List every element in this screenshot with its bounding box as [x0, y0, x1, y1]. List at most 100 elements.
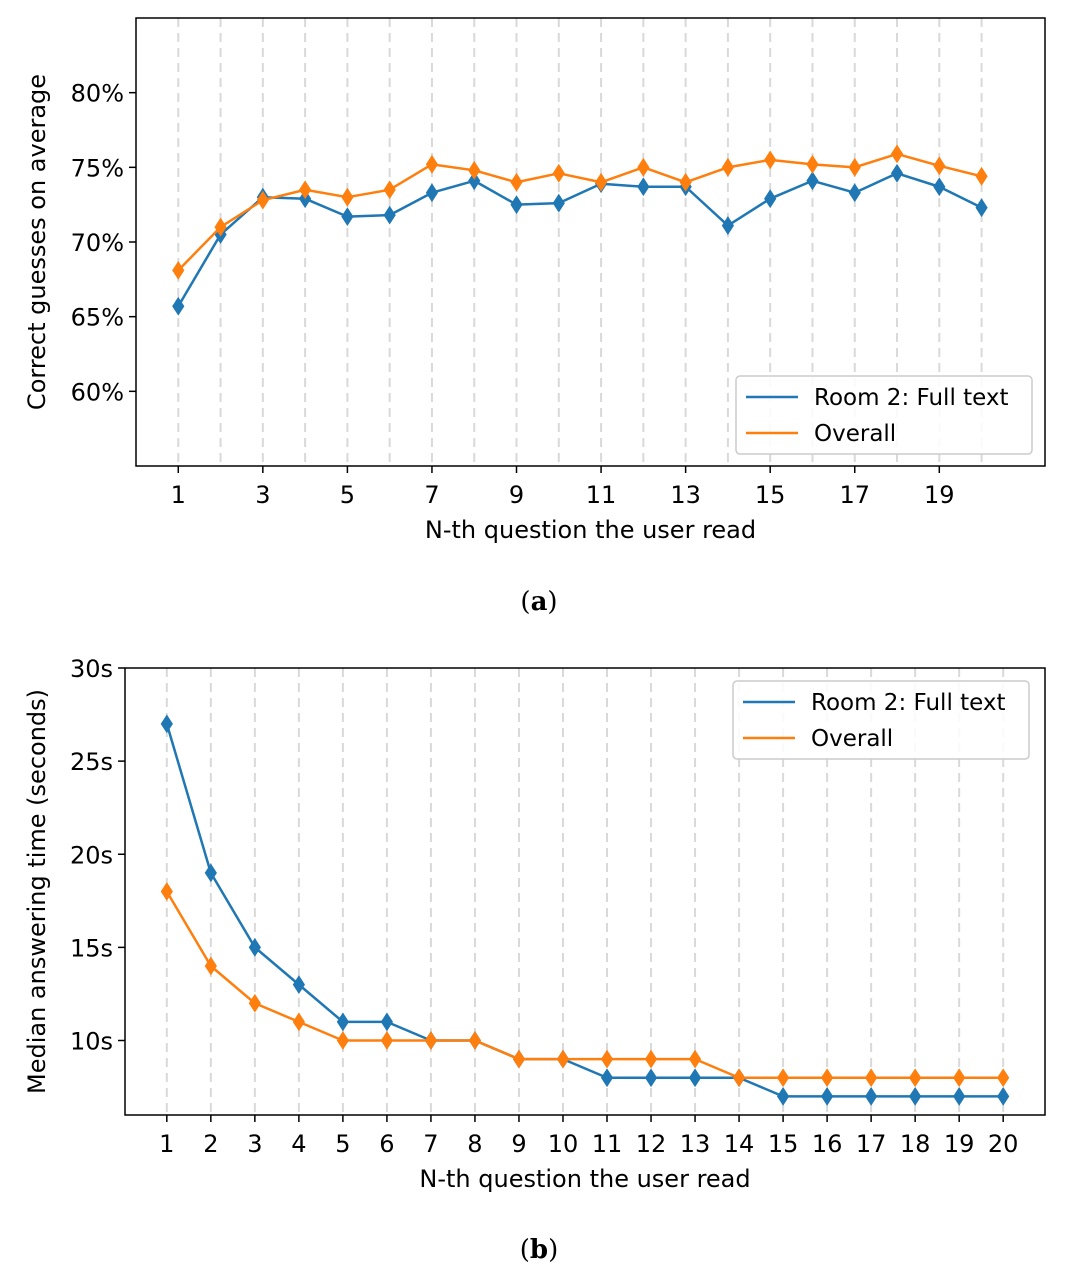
- data-point: [172, 296, 185, 316]
- data-point: [380, 1031, 394, 1050]
- data-point: [688, 1068, 702, 1088]
- legend: Room 2: Full text Overall: [732, 680, 1030, 760]
- data-point: [424, 1031, 438, 1050]
- data-point: [256, 190, 269, 210]
- data-point: [721, 157, 735, 177]
- data-point: [204, 863, 217, 883]
- x-tick-label: 12: [636, 1130, 667, 1158]
- data-point: [933, 156, 946, 176]
- x-tick-label: 18: [900, 1130, 931, 1158]
- data-point: [510, 172, 523, 192]
- x-tick-label: 7: [424, 481, 439, 509]
- data-point: [600, 1068, 614, 1088]
- x-tick-label: 1: [171, 481, 186, 509]
- data-point: [552, 163, 565, 183]
- x-tick-label: 13: [680, 1130, 711, 1158]
- data-point: [214, 217, 227, 237]
- data-point: [821, 1086, 834, 1106]
- x-tick-label: 16: [812, 1130, 843, 1158]
- data-point: [556, 1049, 570, 1069]
- data-point: [468, 171, 481, 191]
- x-axis-ticks: 1 2 3 4 5 6 7 8 9 10 11 12 13 14 15 16 17 18 19 20: [159, 1115, 1018, 1158]
- data-point: [637, 157, 650, 177]
- data-point: [806, 171, 819, 191]
- y-tick-label: 30s: [70, 655, 113, 683]
- y-tick-label: 25s: [70, 748, 113, 776]
- y-axis-label: Correct guesses on average: [23, 74, 51, 410]
- x-tick-label: 5: [335, 1130, 350, 1158]
- series-overall: [160, 882, 1010, 1088]
- data-point: [865, 1068, 878, 1088]
- data-point: [336, 1012, 349, 1032]
- data-point: [679, 172, 692, 192]
- legend-label: Room 2: Full text: [811, 690, 1006, 716]
- caption-a: (a): [520, 587, 557, 617]
- data-point: [341, 187, 354, 207]
- series-line: [165, 723, 1004, 1098]
- x-tick-label: 3: [247, 1130, 262, 1158]
- caption-b-letter: b: [530, 1235, 548, 1265]
- y-tick-label: 10s: [70, 1028, 113, 1056]
- y-axis-label: Median answering time (seconds): [23, 689, 51, 1094]
- data-point: [975, 166, 988, 186]
- data-point: [865, 1086, 878, 1106]
- data-point: [380, 1012, 394, 1032]
- series-line: [177, 172, 983, 307]
- legend-label: Overall: [814, 421, 896, 447]
- series-overall: [172, 144, 988, 280]
- data-point: [160, 882, 173, 901]
- x-tick-label: 5: [340, 481, 355, 509]
- x-tick-label: 3: [255, 481, 270, 509]
- series-room-2-full-text: [172, 163, 988, 316]
- data-point: [512, 1049, 526, 1069]
- x-tick-label: 13: [670, 481, 701, 509]
- data-point: [997, 1068, 1010, 1088]
- x-tick-label: 17: [839, 481, 870, 509]
- data-point: [764, 150, 777, 170]
- data-point: [552, 193, 565, 213]
- data-point: [383, 205, 396, 225]
- data-point: [425, 154, 439, 174]
- x-tick-label: 19: [924, 481, 955, 509]
- data-point: [953, 1086, 966, 1106]
- data-point: [909, 1086, 922, 1106]
- y-tick-label: 20s: [70, 841, 113, 869]
- data-point: [890, 144, 904, 164]
- y-axis-ticks: 60% 65% 70% 75% 80%: [71, 80, 136, 406]
- data-point: [764, 189, 777, 209]
- legend-label: Room 2: Full text: [814, 385, 1009, 411]
- data-point: [383, 180, 396, 200]
- x-tick-label: 8: [467, 1130, 482, 1158]
- x-tick-label: 4: [291, 1130, 306, 1158]
- y-tick-label: 75%: [71, 154, 124, 182]
- caption-a-letter: a: [531, 587, 548, 617]
- data-point: [468, 160, 481, 180]
- y-tick-label: 15s: [70, 934, 113, 962]
- plot-frame: [124, 667, 1046, 1116]
- legend-box: [735, 375, 1033, 455]
- y-axis-ticks: 10s 15s 20s 25s 30s: [70, 655, 125, 1056]
- data-point: [637, 177, 650, 197]
- data-point: [848, 183, 861, 203]
- data-point: [721, 216, 735, 235]
- data-point: [776, 1068, 790, 1088]
- data-point: [890, 163, 904, 183]
- x-tick-label: 14: [724, 1130, 755, 1158]
- x-tick-label: 15: [768, 1130, 799, 1158]
- data-point: [299, 180, 312, 200]
- x-tick-label: 17: [856, 1130, 887, 1158]
- x-tick-label: 11: [586, 481, 617, 509]
- series-room-2-full-text: [160, 714, 1010, 1106]
- x-axis-label: N-th question the user read: [419, 1165, 750, 1193]
- data-point: [644, 1049, 658, 1069]
- data-point: [644, 1068, 658, 1088]
- series-line: [165, 890, 1004, 1079]
- x-tick-label: 20: [988, 1130, 1019, 1158]
- legend: Room 2: Full text Overall: [735, 375, 1033, 455]
- x-tick-label: 2: [203, 1130, 218, 1158]
- data-point: [510, 195, 523, 215]
- data-point: [997, 1086, 1010, 1106]
- data-point: [909, 1068, 922, 1088]
